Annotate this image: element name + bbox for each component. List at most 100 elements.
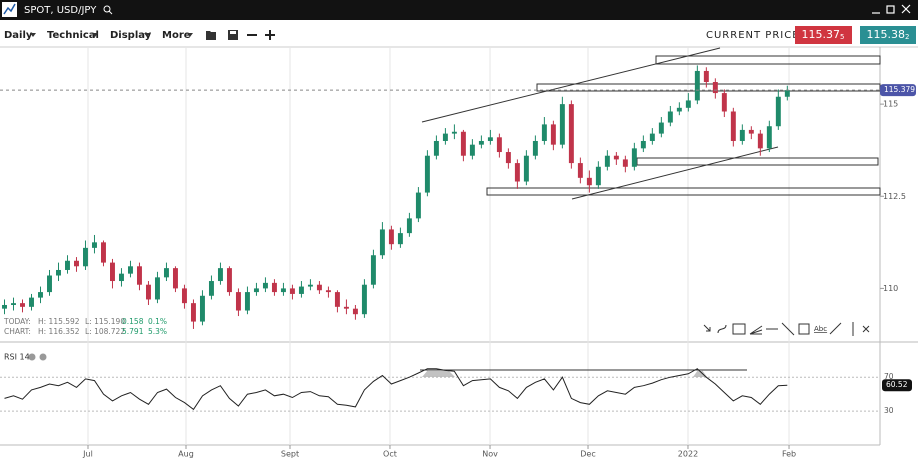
save-icon[interactable] [228, 30, 238, 40]
drawing-tools [703, 322, 870, 336]
menu-technical[interactable]: Technical [47, 30, 99, 41]
menu-more[interactable]: More [162, 30, 191, 41]
open-icon[interactable] [206, 31, 216, 40]
candle-body [532, 140, 538, 156]
candle-body [361, 284, 367, 315]
tool-fan[interactable] [749, 325, 763, 335]
last-price-label: 115.379 [884, 85, 915, 94]
candle-body [136, 266, 142, 285]
candle-body [235, 292, 241, 311]
candle-body [649, 133, 655, 141]
title-bar [0, 0, 918, 20]
y-tick-label: 30 [884, 406, 894, 415]
menu-display[interactable]: Display [110, 30, 152, 41]
dropdown-arrow [144, 33, 150, 37]
candle-body [181, 288, 187, 304]
candle-body [721, 93, 727, 112]
candle-body [433, 140, 439, 156]
x-tick-label: Nov [482, 450, 498, 459]
rsi-title: RSI 14 [4, 353, 30, 362]
stat-text: 0.158 [122, 317, 144, 326]
tool-rect[interactable] [798, 323, 810, 335]
candle-body [38, 292, 43, 298]
rsi-settings[interactable] [28, 353, 47, 361]
x-tick-label: Sept [281, 450, 299, 459]
tool-curve[interactable] [717, 324, 727, 334]
candle-body [217, 268, 223, 282]
stat-text: 0.1% [148, 317, 167, 326]
candle-body [775, 96, 781, 127]
search-icon[interactable] [103, 5, 113, 15]
tool-line[interactable] [829, 322, 842, 335]
candle-body [766, 126, 772, 149]
candle-body [559, 104, 565, 145]
candle-body [92, 242, 97, 248]
candle-body [307, 284, 313, 287]
candle-body [154, 277, 160, 300]
zoom-in[interactable] [265, 30, 275, 40]
rsi-value-label: 60.52 [886, 380, 908, 389]
toolbar [0, 20, 918, 47]
candle-body [685, 100, 691, 108]
maximize[interactable] [886, 5, 895, 14]
candle-body [613, 155, 619, 160]
candle-body [127, 266, 133, 274]
candle-body [289, 288, 295, 294]
menu-daily[interactable]: Daily [4, 30, 33, 41]
candle-body [478, 140, 484, 145]
tool-arrow[interactable] [703, 324, 711, 332]
candle-body [712, 82, 718, 94]
candle-body [101, 242, 106, 263]
x-tick-label: 2022 [678, 450, 698, 459]
candle-body [748, 129, 754, 134]
candle-body [145, 284, 151, 300]
rsi-line [4, 368, 788, 411]
candle-body [523, 155, 529, 182]
y-tick-label: 115 [883, 100, 898, 109]
candle-body [730, 111, 736, 141]
candle-body [577, 163, 583, 178]
candle-body [694, 70, 700, 101]
candle-body [226, 268, 232, 293]
close[interactable] [901, 4, 911, 14]
window-title: SPOT, USD/JPY [24, 5, 97, 16]
stat-text: L: 115.190 [85, 317, 125, 326]
logo [2, 2, 17, 17]
tool-delete[interactable] [862, 325, 870, 333]
candle-body [631, 148, 637, 167]
candle-body [47, 275, 52, 293]
dropdown-arrow [92, 33, 98, 37]
current-price-label: CURRENT PRICE: [706, 30, 804, 41]
candle-body [163, 268, 169, 278]
stat-text: H: 116.352 [38, 327, 80, 336]
candle-body [262, 282, 268, 289]
candle-body [29, 297, 34, 307]
drawings [420, 47, 881, 371]
candle-body [550, 124, 556, 145]
candle-body [586, 177, 592, 186]
candle-body [739, 129, 745, 141]
rsi-overbought-fill [422, 370, 707, 377]
x-tick-label: Dec [580, 450, 595, 459]
tool-fib[interactable] [732, 323, 746, 335]
y-tick-label: 70 [884, 372, 894, 381]
candle-body [460, 131, 466, 156]
candle-body [568, 104, 574, 164]
bid-box[interactable] [795, 26, 852, 44]
tool-trend[interactable] [781, 322, 795, 336]
candle-body [487, 137, 493, 141]
y-tick-label: 112.5 [883, 192, 906, 201]
candle-body [334, 292, 340, 307]
candle-body [298, 286, 304, 294]
candle-body [244, 292, 250, 311]
candle-body [784, 90, 790, 97]
candle-body [65, 260, 70, 270]
tool-text[interactable]: Abc [814, 325, 827, 333]
last-price-box [880, 84, 916, 97]
candle-body [397, 233, 403, 245]
candle-body [208, 281, 214, 296]
ask-box[interactable] [860, 26, 916, 44]
candle-body [667, 111, 673, 123]
x-tick-label: Jul [82, 450, 93, 459]
